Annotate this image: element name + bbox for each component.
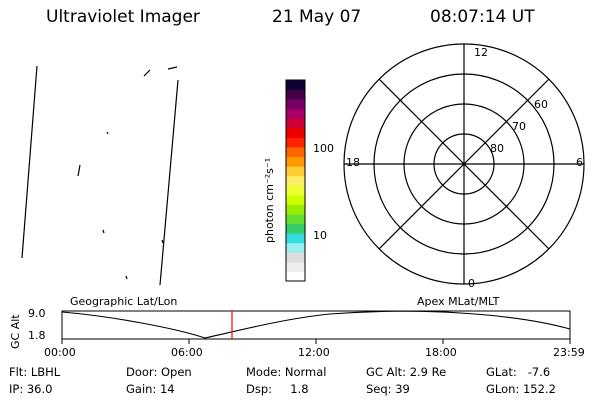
colorbar-unit-label: photon cm⁻²s⁻¹ [263, 157, 276, 243]
colorbar-band [286, 175, 305, 186]
colorbar-band [286, 156, 305, 167]
geographic-panel-label: Geographic Lat/Lon [70, 295, 178, 308]
colorbar-band [286, 223, 305, 234]
lat-label-60: 60 [534, 98, 548, 111]
altitude-x-tick-1: 06:00 [171, 346, 203, 359]
colorbar-band [286, 147, 305, 158]
colorbar-band [286, 194, 305, 205]
mlt-label-6: 6 [576, 156, 583, 169]
colorbar-band [286, 108, 305, 119]
mlt-label-18: 18 [346, 156, 360, 169]
altitude-y-tick-top: 9.0 [28, 307, 46, 320]
colorbar-band [286, 252, 305, 263]
colorbar-band [286, 261, 305, 272]
colorbar-band [286, 137, 305, 148]
info-gc-alt: GC Alt: 2.9 Re [366, 365, 447, 379]
mlt-label-12: 12 [474, 46, 488, 59]
colorbar-frame [285, 79, 306, 282]
altitude-y-label: GC Alt [9, 314, 22, 349]
colorbar-tick-10: 10 [313, 229, 327, 242]
altitude-x-tick-0: 00:00 [44, 346, 76, 359]
info-dsp: Dsp: 1.8 [246, 382, 309, 396]
colorbar-band [286, 233, 305, 244]
observation-date: 21 May 07 [272, 7, 362, 27]
lat-label-70: 70 [512, 120, 526, 133]
colorbar [286, 80, 305, 282]
mlt-label-0: 0 [468, 277, 475, 290]
colorbar-band [286, 242, 305, 253]
altitude-x-tick-4: 23:59 [553, 346, 585, 359]
info-filter: Flt: LBHL [9, 365, 61, 379]
polar-grid [343, 43, 585, 285]
colorbar-band [286, 127, 305, 138]
info-ip: IP: 36.0 [9, 382, 53, 396]
colorbar-band [286, 89, 305, 100]
info-gain: Gain: 14 [126, 382, 175, 396]
colorbar-tick-100: 100 [313, 142, 334, 155]
altitude-x-tick-2: 12:00 [298, 346, 330, 359]
info-door: Door: Open [126, 365, 192, 379]
colorbar-band [286, 204, 305, 215]
info-glat: GLat: -7.6 [486, 365, 551, 379]
apex-panel-label: Apex MLat/MLT [417, 295, 500, 308]
info-glon: GLon: 152.2 [486, 382, 556, 396]
colorbar-band [286, 214, 305, 225]
colorbar-band [286, 118, 305, 129]
lat-label-80: 80 [490, 142, 504, 155]
colorbar-band [286, 271, 305, 282]
geographic-map-panel [21, 65, 179, 286]
altitude-curve [61, 310, 571, 339]
colorbar-band [286, 166, 305, 177]
altitude-y-tick-bottom: 1.8 [28, 329, 46, 342]
info-mode: Mode: Normal [246, 365, 327, 379]
observation-time: 08:07:14 UT [430, 7, 535, 27]
instrument-title: Ultraviolet Imager [46, 7, 200, 27]
colorbar-band [286, 185, 305, 196]
info-seq: Seq: 39 [366, 382, 410, 396]
colorbar-band [286, 80, 305, 91]
altitude-x-ticks [61, 339, 571, 344]
altitude-x-tick-3: 18:00 [425, 346, 457, 359]
colorbar-band [286, 99, 305, 110]
